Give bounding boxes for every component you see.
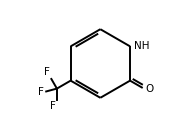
Text: NH: NH <box>134 41 150 51</box>
Text: F: F <box>38 87 44 97</box>
Text: F: F <box>44 67 50 77</box>
Text: O: O <box>146 84 154 94</box>
Text: F: F <box>50 101 56 111</box>
